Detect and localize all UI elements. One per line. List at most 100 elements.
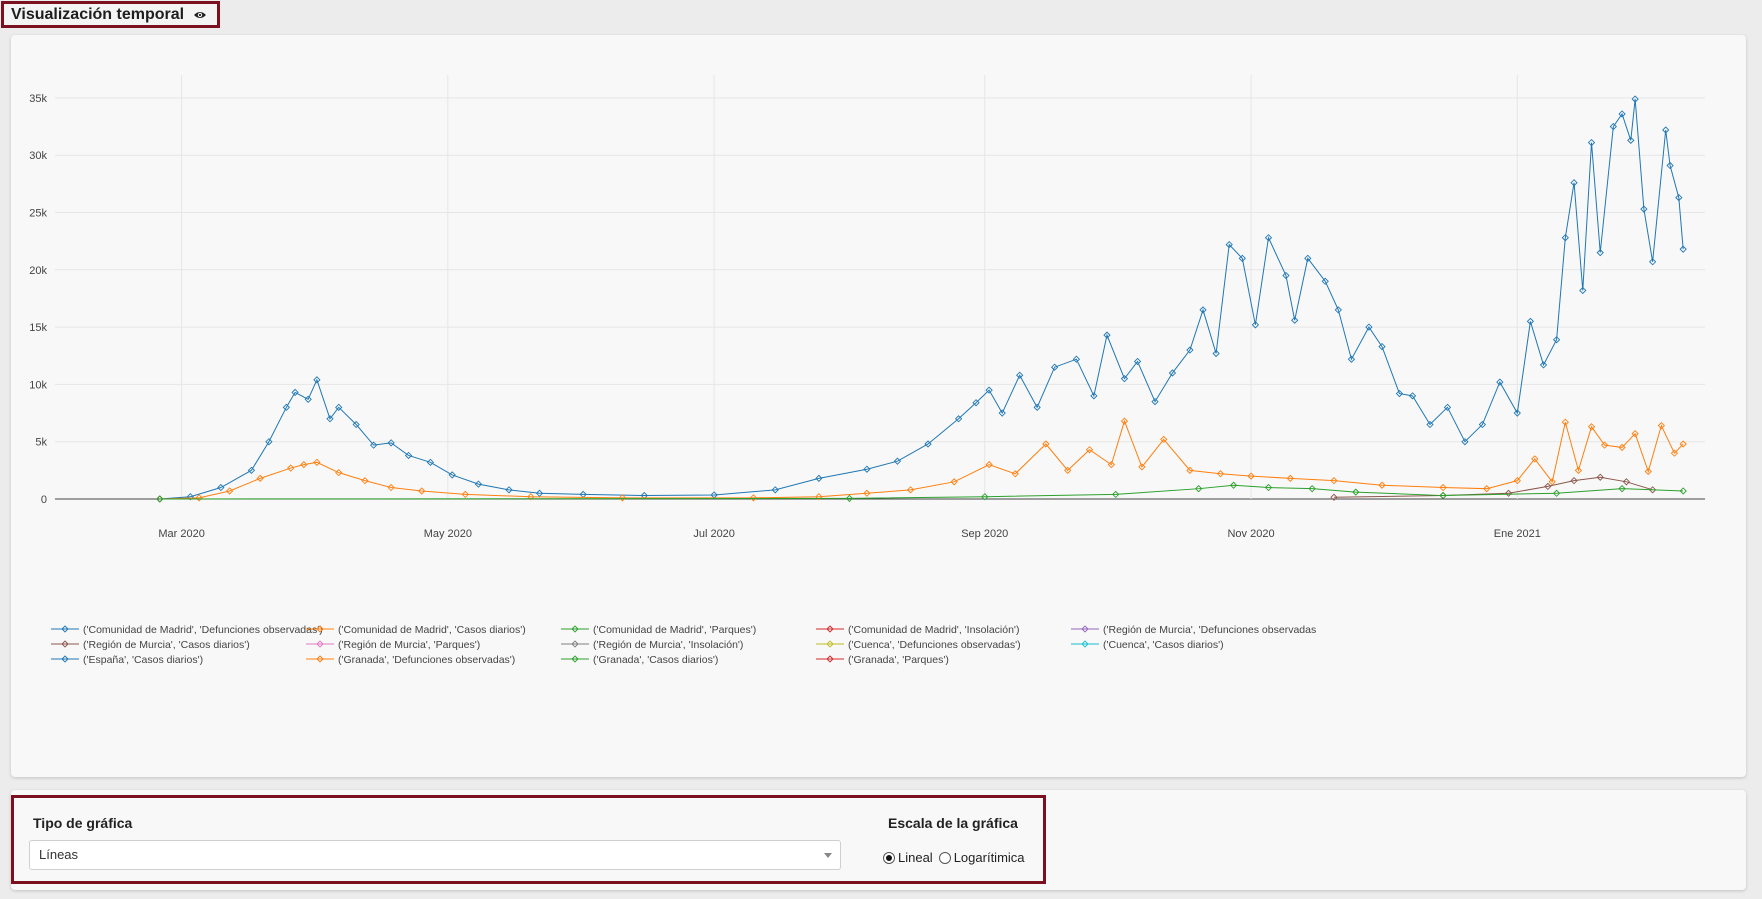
- data-point: [1570, 477, 1578, 485]
- data-point: [404, 451, 413, 460]
- x-tick-label: May 2020: [424, 528, 472, 540]
- data-point: [1168, 369, 1177, 377]
- data-point: [418, 487, 426, 495]
- series-line: [159, 419, 1684, 500]
- data-point: [291, 388, 299, 397]
- data-point: [1330, 477, 1338, 485]
- data-point: [954, 415, 963, 423]
- data-point: [156, 495, 164, 503]
- data-point: [1195, 485, 1203, 493]
- data-point: [924, 440, 932, 448]
- data-point: [387, 483, 395, 492]
- data-point: [1526, 317, 1535, 326]
- data-point: [1107, 460, 1115, 469]
- data-point: [998, 409, 1006, 417]
- y-tick-label: 30k: [29, 150, 47, 162]
- y-tick-label: 0: [41, 494, 47, 506]
- data-point: [1439, 491, 1447, 500]
- legend-entry: ('Cuenca', 'Defunciones observadas'): [848, 639, 1021, 651]
- data-point: [1282, 271, 1290, 280]
- data-point: [1548, 478, 1556, 486]
- legend-marker: [1081, 640, 1089, 648]
- legend-marker: [316, 655, 324, 663]
- data-point: [1138, 463, 1146, 471]
- data-point: [1378, 342, 1386, 351]
- data-point: [1408, 392, 1417, 400]
- radio-logaritmica-label[interactable]: Logarítimica: [953, 850, 1025, 865]
- data-point: [1120, 417, 1129, 425]
- data-point: [1644, 467, 1652, 476]
- data-point: [1016, 371, 1024, 379]
- data-point: [1072, 355, 1081, 363]
- data-point: [1679, 245, 1687, 253]
- legend-marker: [571, 655, 579, 663]
- legend-marker: [826, 655, 834, 663]
- data-point: [1596, 473, 1604, 481]
- data-point: [195, 494, 203, 502]
- data-point: [225, 487, 234, 495]
- data-point: [1103, 331, 1111, 339]
- data-point: [1160, 435, 1168, 444]
- eye-icon[interactable]: [193, 10, 207, 20]
- data-point: [771, 486, 779, 494]
- data-point: [985, 386, 993, 394]
- data-point: [815, 474, 823, 483]
- y-tick-label: 10k: [29, 379, 47, 391]
- data-point: [282, 403, 290, 411]
- data-point: [1439, 483, 1447, 492]
- scale-radio-group: Lineal Logarítimica: [883, 850, 1031, 865]
- data-point: [247, 466, 256, 474]
- data-point: [448, 471, 456, 479]
- data-point: [1618, 443, 1626, 452]
- chevron-down-icon: [824, 853, 832, 858]
- legend-marker: [826, 640, 834, 648]
- data-point: [1186, 466, 1194, 474]
- data-point: [370, 441, 378, 449]
- data-point: [1264, 234, 1273, 242]
- data-point: [1675, 193, 1683, 202]
- data-point: [749, 494, 758, 502]
- radio-lineal[interactable]: [883, 851, 895, 864]
- data-point: [1186, 346, 1194, 354]
- data-point: [1085, 446, 1094, 454]
- legend-marker: [571, 640, 579, 648]
- y-tick-label: 20k: [29, 265, 47, 277]
- legend-entry: ('Granada', 'Casos diarios'): [593, 654, 718, 666]
- data-point: [461, 490, 469, 499]
- line-chart[interactable]: 0 5k 10k 15k 20k 25k 30k 35k Mar 2020 May 2020 Jul…: [11, 35, 1746, 777]
- data-point: [1050, 363, 1059, 371]
- data-point: [893, 457, 902, 465]
- data-point: [1286, 474, 1294, 483]
- data-point: [426, 458, 435, 466]
- legend-marker: [61, 625, 69, 633]
- data-point: [1513, 409, 1521, 417]
- chart-type-label: Tipo de gráfica: [33, 815, 133, 831]
- x-tick-label: Nov 2020: [1227, 528, 1274, 540]
- radio-lineal-label[interactable]: Lineal: [898, 850, 933, 865]
- data-point: [1648, 486, 1657, 494]
- data-point: [1609, 122, 1617, 131]
- data-point: [1679, 440, 1687, 448]
- data-point: [387, 439, 395, 447]
- chart-type-select[interactable]: Líneas: [29, 840, 841, 870]
- chart-options-frame: Tipo de gráfica Líneas Escala de la gráf…: [11, 795, 1046, 884]
- section-title: Visualización temporal: [11, 5, 185, 23]
- data-point: [186, 493, 194, 501]
- data-point: [1330, 493, 1338, 501]
- data-point: [1662, 126, 1670, 134]
- data-point: [1666, 161, 1674, 170]
- x-tick-label: Jul 2020: [693, 528, 735, 540]
- data-point: [1483, 485, 1491, 493]
- data-point: [845, 494, 854, 503]
- scale-label: Escala de la gráfica: [888, 815, 1018, 831]
- data-point: [1670, 449, 1679, 457]
- x-tick-label: Mar 2020: [158, 528, 204, 540]
- data-point: [981, 493, 989, 501]
- data-point: [287, 464, 295, 472]
- data-point: [985, 460, 993, 469]
- data-point: [906, 486, 915, 494]
- radio-logaritmica[interactable]: [938, 851, 951, 864]
- series-line: [159, 99, 1684, 500]
- data-point: [1627, 136, 1635, 144]
- data-point: [1531, 455, 1539, 463]
